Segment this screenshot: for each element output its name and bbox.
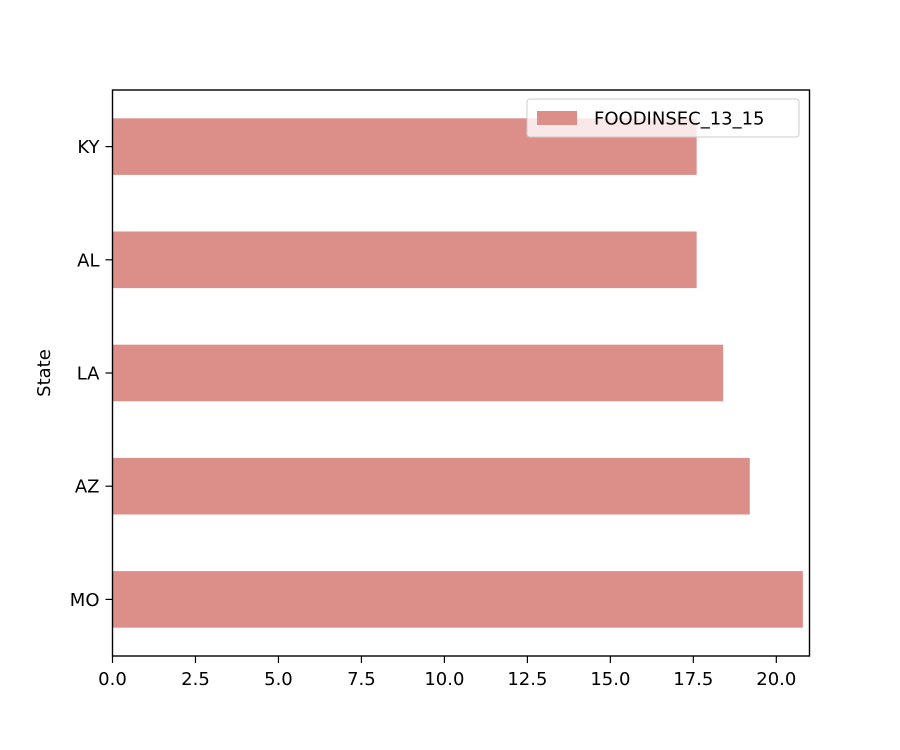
x-tick-label: 2.5 [181,669,210,690]
x-tick-label: 15.0 [590,669,630,690]
bar-az [112,457,750,515]
plot-frame [111,89,811,657]
y-tick-label: AZ [75,477,100,498]
x-axis-ticks: 0.0 2.5 5.0 7.5 10.0 12.5 15.0 17.5 20.0 [98,656,796,690]
bar-la [112,344,724,402]
y-tick-label: LA [77,364,100,385]
bar-al [112,231,697,289]
legend-label: FOODINSEC_13_15 [594,109,765,130]
bar-mo [112,571,803,628]
y-tick-label: MO [70,590,100,611]
x-tick-label: 20.0 [756,669,796,690]
bars-group [112,118,803,628]
legend-swatch [537,111,577,125]
x-tick-label: 5.0 [264,669,293,690]
x-tick-label: 10.0 [424,669,464,690]
y-tick-label: KY [77,137,100,158]
y-axis-label: State [34,349,55,397]
x-tick-label: 0.0 [98,669,127,690]
x-tick-label: 7.5 [347,669,376,690]
x-tick-label: 17.5 [673,669,713,690]
legend-box [526,98,800,138]
legend: FOODINSEC_13_15 [526,98,800,138]
y-tick-label: AL [77,250,99,271]
y-axis-ticks: MO AZ LA AL KY [70,137,113,611]
x-tick-label: 12.5 [507,669,547,690]
